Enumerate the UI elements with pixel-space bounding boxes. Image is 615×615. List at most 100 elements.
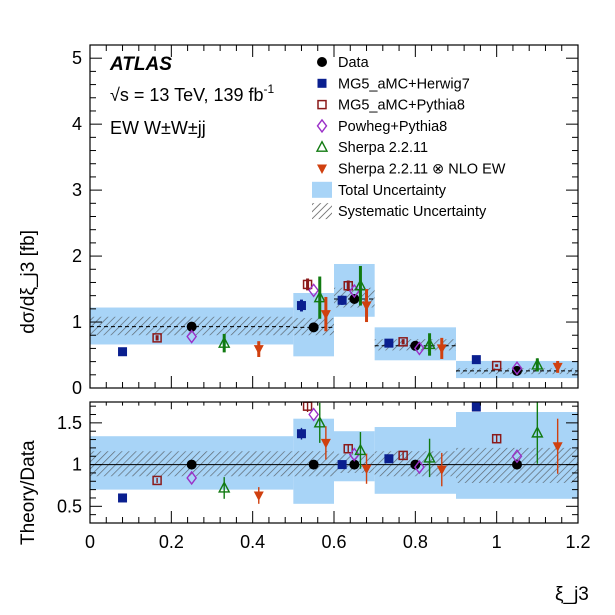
ratio-point-mg5-amc-herwig7 xyxy=(471,402,481,412)
ratio-point-powheg-pythia8 xyxy=(414,459,425,475)
legend-marker xyxy=(316,118,328,134)
energy-label: √s = 13 TeV, 139 fb-1 xyxy=(110,82,275,105)
point-powheg-pythia8 xyxy=(348,283,360,299)
ratio-point-sherpa-2-2-11-nlo-ew xyxy=(552,442,563,452)
y-tick-label-bottom: 1.5 xyxy=(57,413,82,433)
ratio-point-sherpa-2-2-11 xyxy=(423,450,436,463)
ratio-point-data xyxy=(512,459,522,470)
point-mg5-amc-pythia8 xyxy=(302,279,313,290)
point-data xyxy=(308,322,319,333)
y-tick-label-top: 1 xyxy=(72,312,82,332)
ratio-point-mg5-amc-herwig7 xyxy=(384,454,394,464)
ratio-point-powheg-pythia8 xyxy=(308,407,320,422)
legend-label: Data xyxy=(338,55,370,71)
x-tick-label: 1 xyxy=(492,532,502,552)
point-sherpa-2-2-11 xyxy=(354,278,367,291)
x-tick-label: 0.4 xyxy=(240,532,265,552)
legend: Data MG5_aMC+Herwig7 MG5_aMC+Pythia8 Powheg… xyxy=(312,55,506,220)
point-mg5-amc-herwig7 xyxy=(296,301,306,311)
ratio-point-sherpa-2-2-11-nlo-ew xyxy=(253,491,264,501)
ratio-point-data xyxy=(186,459,197,470)
point-data xyxy=(186,321,197,332)
y-tick-label-top: 2 xyxy=(72,246,82,266)
point-sherpa-2-2-11 xyxy=(423,337,436,350)
ratio-point-powheg-pythia8 xyxy=(511,449,523,464)
ratio-point-sherpa-2-2-11 xyxy=(531,425,544,438)
ratio-point-mg5-amc-herwig7 xyxy=(296,429,306,439)
legend-syst-unc-swatch xyxy=(312,203,332,220)
legend-label: Sherpa 2.2.11 ⊗ NLO EW xyxy=(338,162,506,178)
legend-marker xyxy=(317,78,327,88)
x-axis-title: ξ_j3 xyxy=(555,584,589,605)
ratio-point-mg5-amc-pythia8 xyxy=(491,433,502,444)
point-mg5-amc-herwig7 xyxy=(118,347,128,357)
ratio-point-mg5-amc-herwig7 xyxy=(118,493,128,503)
x-tick-label: 1.2 xyxy=(565,532,590,552)
energy-label-sup: -1 xyxy=(264,82,275,96)
point-mg5-amc-herwig7 xyxy=(337,295,347,305)
point-sherpa-2-2-11 xyxy=(531,357,544,370)
legend-label: Total Uncertainty xyxy=(338,183,447,199)
point-mg5-amc-pythia8 xyxy=(491,360,502,371)
point-data xyxy=(349,293,360,304)
y-tick-label-top: 0 xyxy=(72,378,82,398)
point-mg5-amc-herwig7 xyxy=(471,355,481,365)
axis-ticks: 0 0.2 0.4 0.6 0.8 1 1.2 0 1 2 3 4 5 0.5 1 1.5 xyxy=(57,45,591,552)
point-powheg-pythia8 xyxy=(186,329,198,344)
ratio-point-sherpa-2-2-11-nlo-ew xyxy=(436,465,447,476)
x-tick-label: 0 xyxy=(85,532,95,552)
process-label: EW W±W±jj xyxy=(110,118,206,138)
y-tick-label-bottom: 0.5 xyxy=(57,496,82,516)
point-mg5-amc-herwig7 xyxy=(384,338,394,348)
y-tick-label-top: 4 xyxy=(72,114,82,134)
point-sherpa-2-2-11-nlo-ew xyxy=(320,310,331,320)
ratio-point-sherpa-2-2-11-nlo-ew xyxy=(320,438,331,449)
legend-label: Powheg+Pythia8 xyxy=(338,119,447,135)
y-tick-label-bottom: 1 xyxy=(72,455,82,475)
legend-marker xyxy=(317,164,327,174)
x-tick-label: 0.8 xyxy=(403,532,428,552)
point-sherpa-2-2-11 xyxy=(313,290,326,303)
ratio-point-sherpa-2-2-11-nlo-ew xyxy=(361,464,372,475)
legend-label: MG5_aMC+Herwig7 xyxy=(338,76,470,92)
y-tick-label-top: 3 xyxy=(72,180,82,200)
point-powheg-pythia8 xyxy=(414,341,425,356)
ratio-point-mg5-amc-pythia8 xyxy=(343,443,353,454)
legend-label: MG5_aMC+Pythia8 xyxy=(338,98,465,114)
y-axis-title-top: dσ/dξ_j3 [fb] xyxy=(18,230,39,334)
ratio-point-sherpa-2-2-11 xyxy=(354,443,367,456)
point-data xyxy=(410,340,421,351)
legend-total-unc-swatch xyxy=(312,181,332,198)
point-sherpa-2-2-11-nlo-ew xyxy=(361,301,372,312)
legend-marker xyxy=(315,140,329,152)
point-mg5-amc-pythia8 xyxy=(343,281,353,291)
ratio-point-mg5-amc-pythia8 xyxy=(398,450,408,461)
ratio-point-powheg-pythia8 xyxy=(348,447,360,462)
ratio-point-data xyxy=(349,459,360,470)
ratio-point-mg5-amc-herwig7 xyxy=(337,460,347,470)
experiment-label: ATLAS xyxy=(109,54,172,75)
legend-marker xyxy=(317,57,327,67)
ratio-point-sherpa-2-2-11 xyxy=(313,415,326,428)
ratio-point-sherpa-2-2-11 xyxy=(218,480,231,493)
x-tick-label: 0.6 xyxy=(321,532,346,552)
point-data xyxy=(512,365,522,376)
ratio-point-powheg-pythia8 xyxy=(186,470,198,486)
point-sherpa-2-2-11-nlo-ew xyxy=(436,344,447,354)
point-sherpa-2-2-11-nlo-ew xyxy=(253,345,264,355)
legend-label: Systematic Uncertainty xyxy=(338,204,487,220)
x-tick-label: 0.2 xyxy=(159,532,184,552)
y-axis-title-bottom: Theory/Data xyxy=(18,440,39,545)
point-sherpa-2-2-11 xyxy=(218,336,231,348)
point-mg5-amc-pythia8 xyxy=(398,337,408,347)
point-sherpa-2-2-11-nlo-ew xyxy=(552,362,563,373)
ratio-point-data xyxy=(308,459,319,470)
energy-label-main: √s = 13 TeV, 139 fb xyxy=(110,85,264,105)
legend-marker xyxy=(317,99,327,110)
point-powheg-pythia8 xyxy=(308,283,320,298)
legend-label: Sherpa 2.2.11 xyxy=(338,140,428,156)
data-points xyxy=(118,265,563,504)
point-mg5-amc-pythia8 xyxy=(152,333,162,343)
point-powheg-pythia8 xyxy=(511,361,523,376)
